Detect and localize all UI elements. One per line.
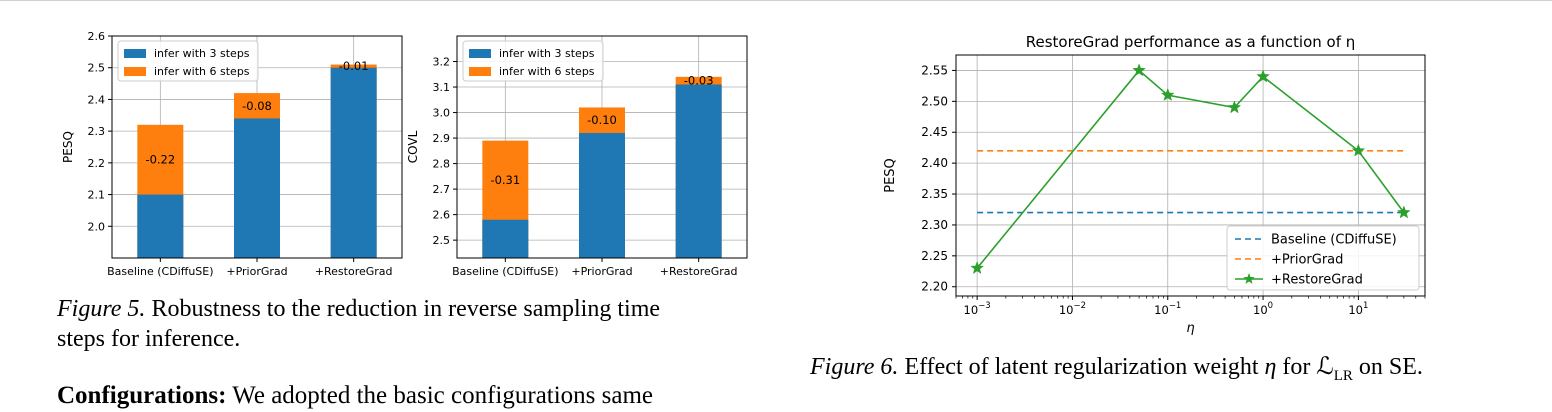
x-tick-label: 10−2 (1059, 301, 1086, 317)
y-tick-label: 3.1 (433, 81, 451, 94)
y-tick-label: 2.30 (921, 218, 948, 232)
data-point-star (1160, 87, 1175, 102)
y-axis-label: PESQ (61, 131, 75, 163)
bar-3-steps (579, 132, 625, 258)
bar-delta-label: -0.03 (684, 74, 714, 88)
legend-label: infer with 6 steps (154, 65, 250, 78)
y-tick-label: 2.40 (921, 156, 948, 170)
figure-5-caption-line1: Robustness to the reduction in reverse s… (151, 296, 661, 322)
legend-label: infer with 3 steps (154, 47, 250, 60)
loss-symbol: ℒ (1316, 354, 1334, 380)
configurations-heading: Configurations: (57, 382, 227, 409)
legend-label: infer with 6 steps (499, 65, 595, 78)
y-tick-label: 2.7 (433, 183, 451, 196)
plot-frame (456, 35, 748, 259)
x-tick-label: 10−1 (1154, 301, 1181, 317)
bar-delta-label: -0.10 (587, 113, 617, 127)
bar-3-steps (234, 118, 280, 258)
legend-box (117, 40, 259, 82)
data-point-star (1396, 205, 1411, 219)
y-tick-label: 2.6 (88, 30, 106, 43)
eta-symbol: η (1264, 354, 1277, 380)
legend: infer with 3 steps infer with 6 steps (117, 40, 259, 82)
legend-star (1243, 273, 1255, 284)
legend-label: +RestoreGrad (1271, 273, 1363, 288)
top-rule (0, 0, 1552, 1)
y-tick-label: 2.35 (921, 187, 948, 201)
y-axis-label: COVL (406, 130, 420, 163)
legend-swatch (124, 49, 146, 58)
covl-bar-chart: 2.5 2.6 2.7 2.8 2.9 3.0 3.1 3.2 -0.31 Baseline (C… (406, 35, 748, 278)
legend-swatch (124, 67, 146, 76)
pesq-bar-chart: 2.0 2.1 2.2 2.3 2.4 2.5 2.6 -0.22 Baseline (CDif… (61, 30, 403, 278)
x-tick-label: +PriorGrad (571, 265, 632, 278)
y-tick-label: 2.55 (921, 63, 948, 77)
x-axis-label: η (1186, 321, 1194, 336)
x-tick-label: 10−3 (964, 301, 991, 317)
x-tick-label: +PriorGrad (226, 265, 287, 278)
y-tick-label: 2.0 (88, 220, 106, 233)
legend-box (1226, 225, 1420, 291)
y-tick-label: 3.0 (433, 107, 451, 120)
legend-label: +PriorGrad (1271, 253, 1343, 268)
y-tick-label: 2.9 (433, 132, 451, 145)
loss-subscript: LR (1333, 367, 1353, 384)
bar-3-steps (482, 219, 529, 258)
y-tick-label: 2.3 (88, 125, 106, 138)
bar-delta-label: -0.31 (490, 173, 520, 187)
y-tick-label: 2.2 (88, 157, 106, 170)
plot-frame (111, 35, 403, 259)
legend: infer with 3 steps infer with 6 steps (462, 40, 604, 82)
figure-5-caption-line2: steps for inference. (57, 326, 241, 352)
legend: Baseline (CDiffuSE) +PriorGrad +RestoreGra… (1226, 225, 1420, 291)
data-point-star (1227, 100, 1242, 114)
bar-delta-label: -0.22 (145, 153, 175, 167)
configurations-text: We adopted the basic configurations same (226, 382, 654, 409)
x-tick-label: Baseline (CDiffuSE) (107, 265, 213, 278)
data-point-star (1132, 63, 1146, 77)
figure-6-caption-text: Effect of latent regularization weight (904, 354, 1265, 380)
x-tick-label: Baseline (CDiffuSE) (452, 265, 558, 278)
y-tick-label: 2.8 (433, 158, 451, 171)
legend-box (462, 40, 604, 82)
figure-6-caption-mid: for (1276, 354, 1317, 380)
chart-title: RestoreGrad performance as a function of… (1026, 33, 1356, 51)
bar-3-steps (675, 84, 722, 258)
x-tick-label: 101 (1348, 301, 1368, 317)
y-axis-label: PESQ (883, 158, 898, 193)
y-tick-label: 3.2 (433, 56, 451, 69)
plot-frame (955, 54, 1426, 297)
y-tick-label: 2.25 (921, 249, 948, 263)
y-tick-label: 2.4 (88, 93, 106, 106)
legend-swatch (469, 67, 491, 76)
eta-line-chart: RestoreGrad performance as a function of… (883, 33, 1426, 336)
figure-5-label: Figure 5. (57, 296, 146, 322)
bar-delta-label: -0.01 (339, 59, 369, 73)
bar-3-steps (330, 67, 377, 258)
legend-swatch (469, 49, 491, 58)
data-point-star (970, 260, 985, 275)
bar-delta-label: -0.08 (242, 99, 272, 113)
figure-6-caption: Figure 6. Effect of latent regularizatio… (810, 352, 1423, 391)
y-tick-label: 2.50 (921, 94, 948, 108)
legend-label: Baseline (CDiffuSE) (1271, 233, 1397, 248)
configurations-paragraph: Configurations: We adopted the basic con… (57, 382, 653, 410)
y-tick-label: 2.20 (921, 280, 948, 294)
x-tick-label: 100 (1253, 301, 1273, 317)
figure-5-caption: Figure 5. Robustness to the reduction in… (57, 294, 757, 354)
x-tick-label: +RestoreGrad (315, 265, 393, 278)
y-tick-label: 2.1 (88, 189, 106, 202)
figure-6-label: Figure 6. (810, 354, 899, 380)
data-point-star (1256, 69, 1270, 83)
y-tick-label: 2.6 (433, 209, 451, 222)
y-tick-label: 2.5 (88, 62, 106, 75)
y-tick-label: 2.5 (433, 234, 451, 247)
y-tick-label: 2.45 (921, 125, 948, 139)
x-tick-label: +RestoreGrad (660, 265, 738, 278)
bar-3-steps (137, 194, 184, 258)
legend-label: infer with 3 steps (499, 47, 595, 60)
figure-6-caption-end: on SE. (1352, 354, 1423, 380)
data-point-star (1351, 143, 1366, 157)
